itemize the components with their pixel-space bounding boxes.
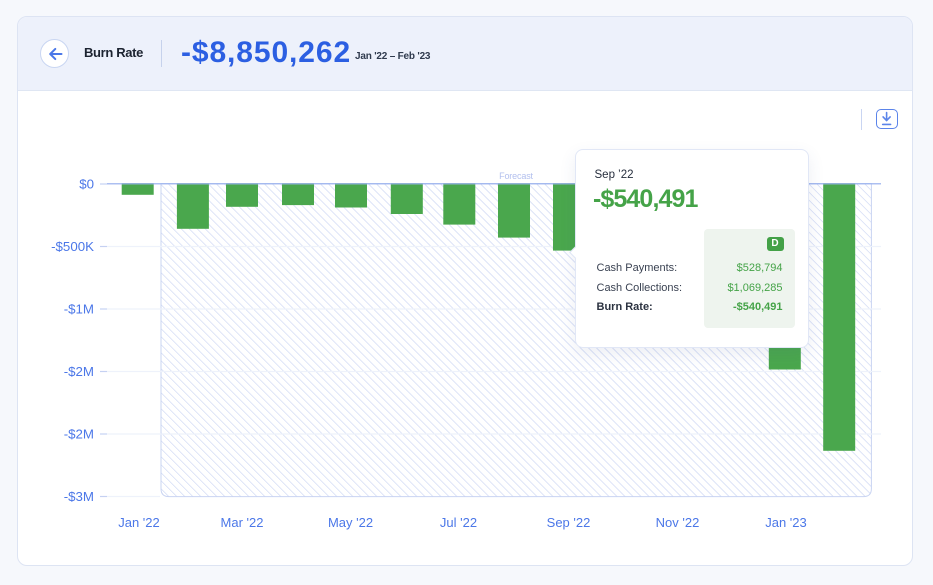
svg-text:-$1M: -$1M	[64, 302, 94, 317]
svg-text:Mar '22: Mar '22	[221, 515, 264, 530]
svg-text:May '22: May '22	[328, 515, 373, 530]
svg-text:Jan '22: Jan '22	[118, 515, 160, 530]
svg-text:Nov '22: Nov '22	[656, 515, 700, 530]
svg-text:Forecast: Forecast	[499, 171, 533, 181]
svg-text:Jan '23: Jan '23	[765, 515, 807, 530]
svg-text:-$2M: -$2M	[64, 364, 94, 379]
svg-text:Jul '22: Jul '22	[440, 515, 477, 530]
svg-text:Sep '22: Sep '22	[547, 515, 591, 530]
svg-text:-$2M: -$2M	[64, 427, 94, 442]
svg-text:-$3M: -$3M	[64, 489, 94, 504]
svg-text:-$500K: -$500K	[51, 239, 94, 254]
svg-text:$0: $0	[79, 177, 94, 192]
